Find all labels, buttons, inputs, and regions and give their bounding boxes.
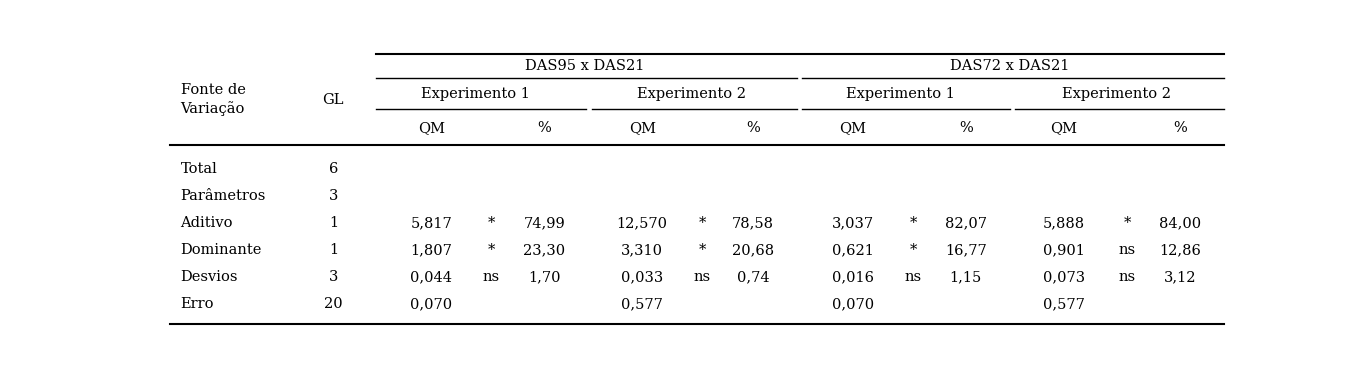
Text: 74,99: 74,99 (524, 217, 564, 230)
Text: Experimento 2: Experimento 2 (1062, 87, 1171, 101)
Text: QM: QM (418, 121, 445, 135)
Text: Dominante: Dominante (181, 243, 262, 257)
Text: 20,68: 20,68 (732, 243, 774, 257)
Text: 6: 6 (329, 162, 339, 176)
Text: 78,58: 78,58 (732, 217, 774, 230)
Text: Experimento 1: Experimento 1 (422, 87, 530, 101)
Text: QM: QM (1050, 121, 1077, 135)
Text: 16,77: 16,77 (945, 243, 986, 257)
Text: 3,310: 3,310 (622, 243, 664, 257)
Text: %: % (747, 121, 760, 135)
Text: 12,570: 12,570 (616, 217, 668, 230)
Text: ns: ns (904, 270, 922, 284)
Text: 0,901: 0,901 (1043, 243, 1085, 257)
Text: 1: 1 (329, 243, 337, 257)
Text: 0,070: 0,070 (411, 297, 453, 311)
Text: 23,30: 23,30 (524, 243, 566, 257)
Text: Fonte de
Variação: Fonte de Variação (181, 83, 245, 116)
Text: Erro: Erro (181, 297, 214, 311)
Text: %: % (959, 121, 972, 135)
Text: *: * (699, 243, 706, 257)
Text: 5,817: 5,817 (411, 217, 453, 230)
Text: ns: ns (483, 270, 500, 284)
Text: 1,70: 1,70 (528, 270, 560, 284)
Text: 0,621: 0,621 (832, 243, 874, 257)
Text: 1,807: 1,807 (411, 243, 453, 257)
Text: 0,577: 0,577 (1043, 297, 1085, 311)
Text: DAS72 x DAS21: DAS72 x DAS21 (951, 59, 1070, 73)
Text: *: * (910, 243, 917, 257)
Text: *: * (910, 217, 917, 230)
Text: 0,033: 0,033 (622, 270, 664, 284)
Text: ns: ns (694, 270, 711, 284)
Text: 0,016: 0,016 (832, 270, 874, 284)
Text: Desvios: Desvios (181, 270, 238, 284)
Text: 1,15: 1,15 (949, 270, 982, 284)
Text: 1: 1 (329, 217, 337, 230)
Text: 5,888: 5,888 (1043, 217, 1085, 230)
Text: %: % (537, 121, 551, 135)
Text: Experimento 1: Experimento 1 (846, 87, 955, 101)
Text: 20: 20 (324, 297, 343, 311)
Text: ns: ns (1118, 270, 1136, 284)
Text: Total: Total (181, 162, 218, 176)
Text: 0,073: 0,073 (1043, 270, 1085, 284)
Text: 3,037: 3,037 (832, 217, 874, 230)
Text: 0,577: 0,577 (622, 297, 664, 311)
Text: 3,12: 3,12 (1164, 270, 1195, 284)
Text: %: % (1172, 121, 1187, 135)
Text: 0,044: 0,044 (411, 270, 453, 284)
Text: QM: QM (839, 121, 866, 135)
Text: DAS95 x DAS21: DAS95 x DAS21 (525, 59, 643, 73)
Text: 0,070: 0,070 (832, 297, 874, 311)
Text: Parâmetros: Parâmetros (181, 189, 267, 203)
Text: 3: 3 (329, 189, 339, 203)
Text: 0,74: 0,74 (737, 270, 770, 284)
Text: 82,07: 82,07 (945, 217, 987, 230)
Text: *: * (699, 217, 706, 230)
Text: *: * (1123, 217, 1130, 230)
Text: *: * (488, 217, 495, 230)
Text: QM: QM (628, 121, 656, 135)
Text: GL: GL (322, 93, 344, 107)
Text: ns: ns (1118, 243, 1136, 257)
Text: 12,86: 12,86 (1159, 243, 1201, 257)
Text: *: * (488, 243, 495, 257)
Text: 3: 3 (329, 270, 339, 284)
Text: Aditivo: Aditivo (181, 217, 233, 230)
Text: 84,00: 84,00 (1159, 217, 1201, 230)
Text: Experimento 2: Experimento 2 (638, 87, 747, 101)
